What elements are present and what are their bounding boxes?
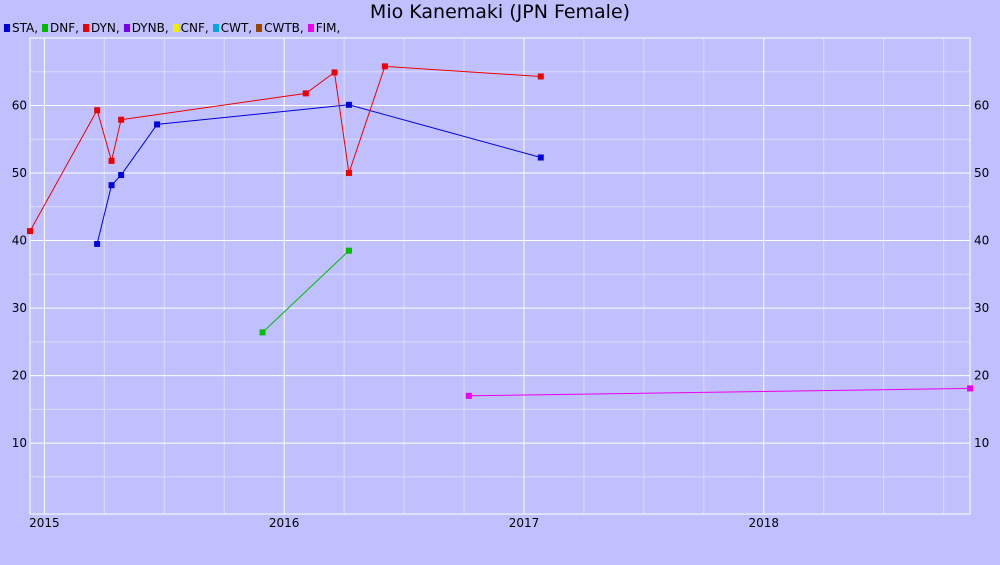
- y-tick-label-left: 10: [12, 436, 27, 450]
- legend-swatch: [4, 24, 10, 32]
- legend-item: FIM,: [307, 21, 341, 35]
- y-tick-label-right: 40: [974, 234, 989, 248]
- data-point-sta: [345, 101, 352, 108]
- legend-item: DNF,: [42, 21, 79, 35]
- legend-item: STA,: [4, 21, 38, 35]
- data-point-dnf: [259, 329, 266, 336]
- data-point-dyn: [331, 69, 338, 76]
- legend-swatch: [212, 24, 219, 32]
- x-tick-label: 2017: [509, 516, 540, 530]
- x-tick-label: 2018: [749, 516, 780, 530]
- legend-swatch: [307, 24, 314, 32]
- legend-swatch: [42, 24, 49, 32]
- data-point-dyn: [381, 63, 388, 70]
- y-tick-label-left: 60: [12, 99, 27, 113]
- data-point-dyn: [108, 157, 115, 164]
- series-line-dnf: [262, 250, 350, 333]
- legend-item: DYNB,: [123, 21, 169, 35]
- data-point-dyn: [94, 107, 101, 114]
- data-point-sta: [108, 182, 115, 189]
- data-point-dnf: [345, 247, 352, 254]
- legend-label: DYN,: [90, 21, 120, 35]
- legend-label: DYNB,: [131, 21, 169, 35]
- legend-label: CNF,: [180, 21, 209, 35]
- legend-label: FIM,: [315, 21, 341, 35]
- series-line-fim: [468, 387, 971, 397]
- legend-swatch: [82, 24, 89, 32]
- legend-item: CWTB,: [256, 21, 304, 35]
- legend-swatch: [256, 24, 263, 32]
- plot-frame: [29, 37, 971, 515]
- data-point-sta: [537, 154, 544, 161]
- x-tick-label: 2015: [29, 516, 60, 530]
- data-point-sta: [94, 240, 101, 247]
- y-tick-label-right: 10: [974, 436, 989, 450]
- data-point-dyn: [345, 170, 352, 177]
- legend: STA, DNF, DYN, DYNB, CNF, CWT, CWTB, FIM,: [4, 21, 344, 35]
- legend-item: CWT,: [212, 21, 253, 35]
- legend-label: CWTB,: [264, 21, 304, 35]
- data-point-fim: [967, 385, 973, 392]
- chart-title: Mio Kanemaki (JPN Female): [369, 1, 631, 23]
- y-tick-label-right: 60: [974, 99, 989, 113]
- data-point-dyn: [27, 228, 33, 235]
- y-tick-label-left: 40: [12, 234, 27, 248]
- y-tick-label-left: 20: [12, 369, 27, 383]
- legend-item: DYN,: [82, 21, 120, 35]
- y-tick-label-right: 20: [974, 369, 989, 383]
- series-line-sta: [96, 104, 541, 245]
- y-tick-label-right: 30: [974, 301, 989, 315]
- y-tick-label-left: 50: [12, 166, 27, 180]
- legend-label: CWT,: [220, 21, 253, 35]
- legend-swatch: [123, 24, 130, 32]
- legend-label: STA,: [12, 21, 39, 35]
- legend-item: CNF,: [172, 21, 209, 35]
- y-tick-label-left: 30: [12, 301, 27, 315]
- data-point-dyn: [302, 90, 309, 97]
- legend-label: DNF,: [50, 21, 79, 35]
- data-point-sta: [118, 172, 125, 179]
- data-point-fim: [465, 392, 472, 399]
- x-tick-label: 2016: [269, 516, 300, 530]
- legend-swatch: [172, 24, 179, 32]
- data-point-dyn: [537, 73, 544, 80]
- data-point-dyn: [118, 116, 125, 123]
- data-point-sta: [154, 121, 161, 128]
- y-tick-label-right: 50: [974, 166, 989, 180]
